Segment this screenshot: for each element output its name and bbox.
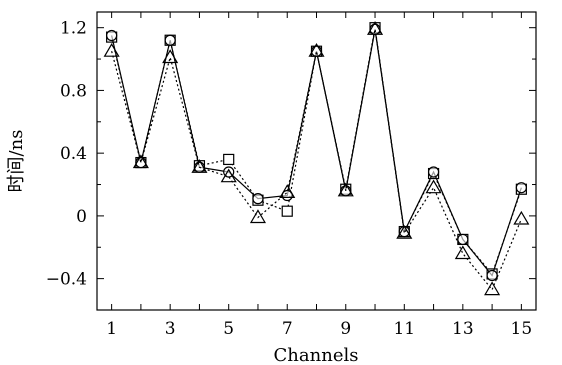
y-tick-label: −0.4 (46, 270, 87, 290)
data-point-square (281, 205, 293, 217)
data-point-triangle (454, 245, 471, 260)
data-point-triangle (162, 49, 179, 64)
series-triangle (103, 21, 530, 296)
x-tick-label: 3 (165, 319, 176, 339)
data-point-circle (486, 269, 498, 282)
data-point-circle (164, 34, 176, 46)
data-point-circle (515, 182, 527, 194)
data-point-circle (252, 193, 264, 205)
data-point-triangle (425, 179, 442, 194)
data-point-circle (457, 233, 469, 246)
data-point-triangle (366, 21, 384, 35)
data-point-circle (106, 29, 118, 42)
data-point-triangle (191, 159, 208, 173)
data-point-circle (427, 166, 440, 178)
y-tick-label: 0.8 (60, 81, 87, 101)
data-point-triangle (308, 43, 325, 57)
x-tick-label: 13 (452, 319, 474, 339)
x-tick-label: 11 (393, 319, 415, 339)
data-point-square (223, 153, 235, 166)
data-point-triangle (220, 168, 237, 183)
data-point-triangle (103, 43, 120, 57)
x-axis-label: Channels (274, 345, 359, 365)
y-axis-label: 时间/ns (6, 130, 27, 193)
x-tick-label: 5 (223, 319, 234, 339)
data-point-triangle (279, 184, 296, 198)
y-tick-label: 0 (76, 207, 87, 227)
x-tick-label: 9 (340, 319, 351, 339)
x-tick-label: 7 (282, 319, 293, 339)
series-line (111, 29, 522, 291)
data-point-triangle (396, 224, 413, 239)
y-tick-label: 0.4 (60, 144, 87, 164)
ticks: 1 3 5 7 9 11 13 15−0.400.40.81.2 (46, 12, 536, 339)
x-tick-label: 15 (511, 319, 533, 339)
y-tick-label: 1.2 (60, 19, 87, 39)
data-point-triangle (337, 182, 354, 197)
x-tick-label: 1 (106, 319, 117, 339)
data-point-triangle (132, 154, 149, 169)
data-point-triangle (513, 210, 530, 225)
series-layer (103, 21, 530, 296)
data-point-triangle (249, 209, 267, 224)
data-point-triangle (484, 281, 501, 296)
